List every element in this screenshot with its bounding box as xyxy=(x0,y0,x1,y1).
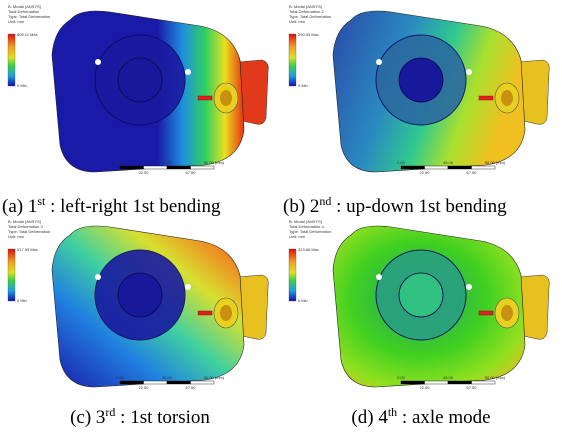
legend-max: 323.68 Max xyxy=(298,247,319,252)
pump-bore xyxy=(118,273,162,317)
scale-segment xyxy=(448,381,472,384)
scale-segment xyxy=(472,381,496,384)
scale-label: 90.00 (mm) xyxy=(485,375,506,380)
bolt-hole xyxy=(95,59,101,65)
legend-min: 0 Min xyxy=(298,298,308,303)
max-marker xyxy=(479,311,493,315)
legend-bar xyxy=(289,249,296,301)
pump-bore xyxy=(399,58,443,102)
scale-label: 45.00 xyxy=(162,160,173,165)
scale-label: 45.00 xyxy=(443,375,454,380)
legend-max: 290.93 Max xyxy=(298,32,319,37)
scale-segment xyxy=(191,381,215,384)
panel: B: Modal (ANSYS)Total Deformation 2Type:… xyxy=(283,4,549,217)
pump-bore xyxy=(399,273,443,317)
scale-label: 45.00 xyxy=(443,160,454,165)
caption-text: : up-down 1st bending xyxy=(331,196,507,217)
caption-sup: th xyxy=(388,405,397,419)
scale-segment xyxy=(120,166,144,169)
legend-min: 0 Min xyxy=(17,83,27,88)
panel: B: Modal (ANSYS)Total Deformation 3Type:… xyxy=(8,219,268,428)
page: {"panels": [ {"label": "(a) 1", "sup": "… xyxy=(0,0,562,437)
bolt-hole xyxy=(95,274,101,280)
legend-max: 809.11 Max xyxy=(17,32,38,37)
scale-label: 90.00 (mm) xyxy=(204,375,225,380)
legend-bar xyxy=(8,249,15,301)
caption-sup: rd xyxy=(105,405,115,419)
side-port-hole xyxy=(220,305,232,321)
scale-label: 0.00 xyxy=(397,375,406,380)
side-port-hole xyxy=(501,90,513,106)
scale-segment xyxy=(401,381,425,384)
scale-label: 22.50 xyxy=(419,385,430,390)
legend-max: 917.95 Max xyxy=(17,247,38,252)
caption-label: (a) 1 xyxy=(2,196,37,217)
scale-label: 67.50 xyxy=(466,385,477,390)
scale-label: 45.00 xyxy=(162,375,173,380)
caption: (c) 3rd : 1st torsion xyxy=(70,405,210,428)
bolt-hole xyxy=(185,69,191,75)
panel: B: Modal (ANSYS)Total Deformation 4Type:… xyxy=(289,219,549,428)
header-line: Unit: mm xyxy=(8,19,25,24)
scale-label: 0.00 xyxy=(116,160,125,165)
scale-segment xyxy=(448,166,472,169)
max-marker xyxy=(198,311,212,315)
header-line: Unit: mm xyxy=(289,234,306,239)
scale-segment xyxy=(167,381,191,384)
legend-min: 0 Min xyxy=(17,298,27,303)
scale-segment xyxy=(401,166,425,169)
header-line: Unit: mm xyxy=(8,234,25,239)
bolt-hole xyxy=(376,274,382,280)
max-marker xyxy=(479,96,493,100)
max-marker xyxy=(198,96,212,100)
scale-label: 22.50 xyxy=(419,170,430,175)
pump-bore xyxy=(118,58,162,102)
scale-segment xyxy=(167,166,191,169)
caption-sup: nd xyxy=(319,194,331,208)
legend-min: 0 Min xyxy=(298,83,308,88)
caption: (b) 2nd : up-down 1st bending xyxy=(283,194,507,217)
scale-segment xyxy=(425,381,449,384)
scale-segment xyxy=(144,166,168,169)
legend-bar xyxy=(8,34,15,86)
caption-label: (c) 3 xyxy=(70,407,105,428)
caption-label: (b) 2 xyxy=(283,196,319,217)
scale-label: 67.50 xyxy=(466,170,477,175)
scale-label: 22.50 xyxy=(138,170,149,175)
scale-label: 67.50 xyxy=(185,385,196,390)
bolt-hole xyxy=(466,284,472,290)
side-port-hole xyxy=(501,305,513,321)
scale-label: 67.50 xyxy=(185,170,196,175)
bolt-hole xyxy=(376,59,382,65)
legend-bar xyxy=(289,34,296,86)
side-port-hole xyxy=(220,90,232,106)
scale-segment xyxy=(120,381,144,384)
caption: (d) 4th : axle mode xyxy=(351,405,490,428)
scale-segment xyxy=(144,381,168,384)
bolt-hole xyxy=(466,69,472,75)
scale-segment xyxy=(425,166,449,169)
figure: B: Modal (ANSYS)Total DeformationType: T… xyxy=(0,0,562,437)
scale-label: 90.00 (mm) xyxy=(204,160,225,165)
scale-label: 0.00 xyxy=(116,375,125,380)
scale-label: 90.00 (mm) xyxy=(485,160,506,165)
caption-text: : left-right 1st bending xyxy=(45,196,221,217)
bolt-hole xyxy=(185,284,191,290)
scale-segment xyxy=(191,166,215,169)
caption-text: : axle mode xyxy=(397,407,490,428)
caption-text: : 1st torsion xyxy=(115,407,210,428)
scale-label: 0.00 xyxy=(397,160,406,165)
caption: (a) 1st : left-right 1st bending xyxy=(2,194,221,217)
header-line: Unit: mm xyxy=(289,19,306,24)
scale-label: 22.50 xyxy=(138,385,149,390)
caption-label: (d) 4 xyxy=(351,407,388,428)
scale-segment xyxy=(472,166,496,169)
